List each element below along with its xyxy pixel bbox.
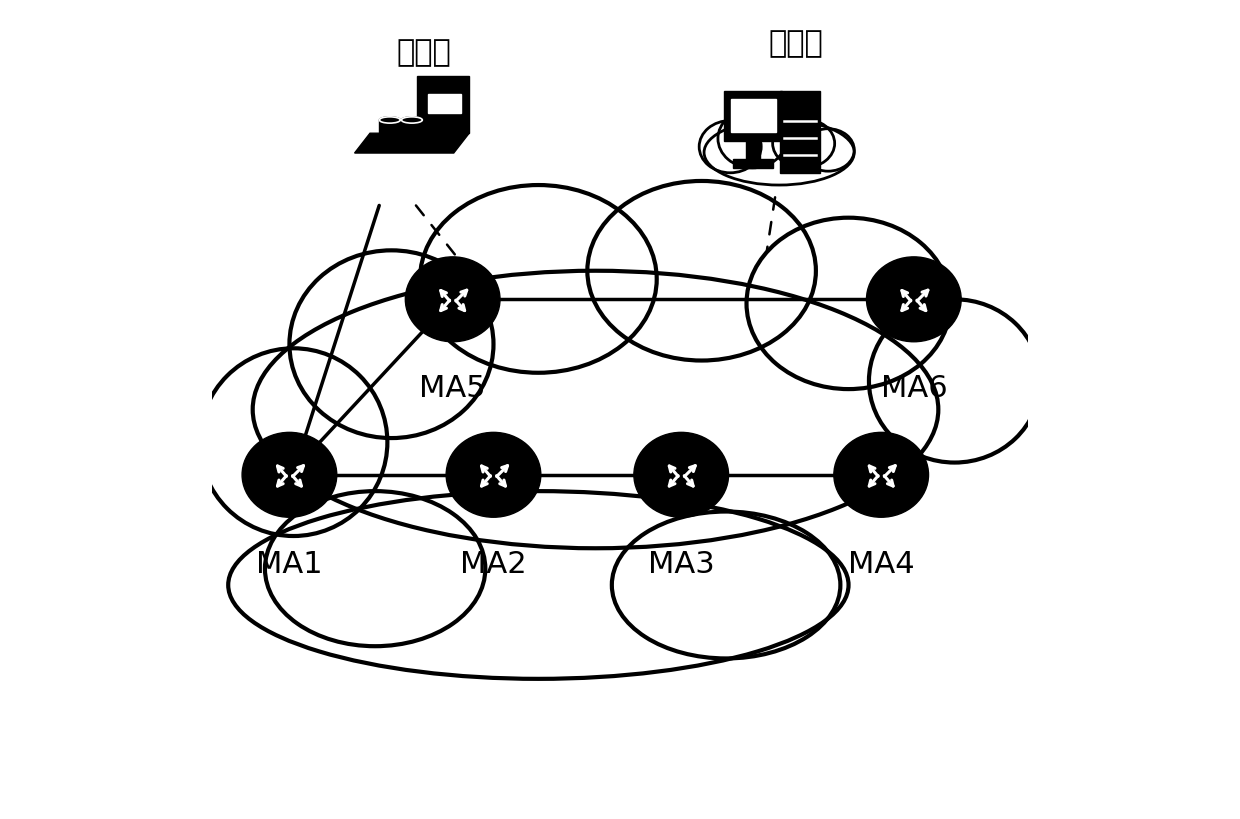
Ellipse shape xyxy=(699,120,761,173)
Ellipse shape xyxy=(265,491,485,646)
Polygon shape xyxy=(402,120,423,133)
Ellipse shape xyxy=(634,432,729,518)
Ellipse shape xyxy=(420,185,657,373)
Ellipse shape xyxy=(611,512,841,658)
Ellipse shape xyxy=(869,299,1040,463)
Ellipse shape xyxy=(289,251,494,438)
Ellipse shape xyxy=(773,119,835,168)
Text: 控制器: 控制器 xyxy=(768,29,823,58)
Ellipse shape xyxy=(242,432,337,518)
Ellipse shape xyxy=(802,129,854,171)
Ellipse shape xyxy=(253,271,939,548)
Text: MA1: MA1 xyxy=(257,550,322,579)
Ellipse shape xyxy=(228,491,848,679)
Text: MA3: MA3 xyxy=(647,550,714,579)
Ellipse shape xyxy=(588,181,816,360)
Ellipse shape xyxy=(867,257,961,342)
Ellipse shape xyxy=(200,348,387,536)
Polygon shape xyxy=(428,93,461,113)
Ellipse shape xyxy=(704,120,854,185)
Ellipse shape xyxy=(446,432,541,518)
Text: 收集器: 收集器 xyxy=(397,38,451,66)
Polygon shape xyxy=(418,76,469,133)
Ellipse shape xyxy=(402,117,423,123)
Ellipse shape xyxy=(746,218,951,389)
Polygon shape xyxy=(732,99,776,132)
Polygon shape xyxy=(746,142,760,160)
Ellipse shape xyxy=(833,432,929,518)
Text: MA6: MA6 xyxy=(880,374,947,404)
Text: MA2: MA2 xyxy=(460,550,527,579)
Ellipse shape xyxy=(379,117,401,123)
Polygon shape xyxy=(780,92,821,173)
Polygon shape xyxy=(355,133,469,153)
Text: MA5: MA5 xyxy=(419,374,486,404)
Polygon shape xyxy=(724,92,781,142)
Polygon shape xyxy=(733,160,773,168)
Ellipse shape xyxy=(718,109,786,168)
Text: MA4: MA4 xyxy=(848,550,915,579)
Polygon shape xyxy=(379,120,401,133)
Ellipse shape xyxy=(405,257,500,342)
